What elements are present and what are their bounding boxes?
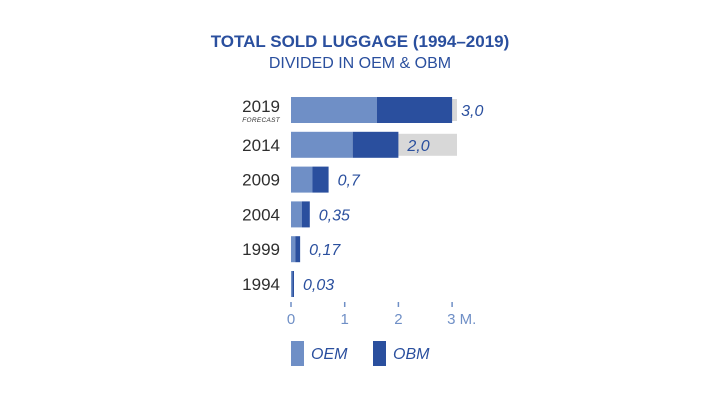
data-label-2014: 2,0 <box>406 138 429 155</box>
xtick-label-3: 3 M. <box>447 311 476 328</box>
bar-obm-2009 <box>312 166 329 193</box>
legend-label-obm: OBM <box>393 346 430 363</box>
bar-obm-2014 <box>352 131 399 158</box>
data-label-1994: 0,03 <box>303 277 334 294</box>
bar-oem-2009 <box>291 166 313 193</box>
bar-obm-1994 <box>292 271 294 297</box>
xtick-label-2: 2 <box>394 311 402 328</box>
legend: OEM OBM <box>291 341 430 366</box>
xtick-label-0: 0 <box>287 311 295 328</box>
ytick-1994: 1994 <box>242 275 280 294</box>
data-label-2019: 3,0 <box>461 103 483 120</box>
bar-obm-1999 <box>295 236 301 263</box>
data-label-1999: 0,17 <box>309 242 341 259</box>
ytick-2014: 2014 <box>242 136 280 155</box>
bar-oem-2019 <box>291 97 377 123</box>
ytick-2009: 2009 <box>242 171 280 190</box>
legend-swatch-obm <box>373 341 386 366</box>
data-label-2004: 0,35 <box>319 207 350 224</box>
data-label-2009: 0,7 <box>338 173 361 190</box>
bar-oem-1999 <box>291 236 296 263</box>
bar-oem-1994 <box>291 271 293 297</box>
bar-obm-2004 <box>301 201 310 228</box>
xtick-label-1: 1 <box>341 311 349 328</box>
chart-title: TOTAL SOLD LUGGAGE (1994–2019) <box>211 32 510 51</box>
ytick-1999: 1999 <box>242 240 280 259</box>
bar-oem-2014 <box>291 131 353 158</box>
bar-obm-2019 <box>376 97 453 123</box>
legend-label-oem: OEM <box>311 346 348 363</box>
bar-oem-2004 <box>291 201 302 228</box>
ytick-2019: 2019 <box>242 97 280 116</box>
chart-subtitle: DIVIDED IN OEM & OBM <box>269 55 451 72</box>
ytick-2004: 2004 <box>242 205 280 224</box>
legend-swatch-oem <box>291 341 304 366</box>
ytick-note-2019: FORECAST <box>242 117 281 124</box>
